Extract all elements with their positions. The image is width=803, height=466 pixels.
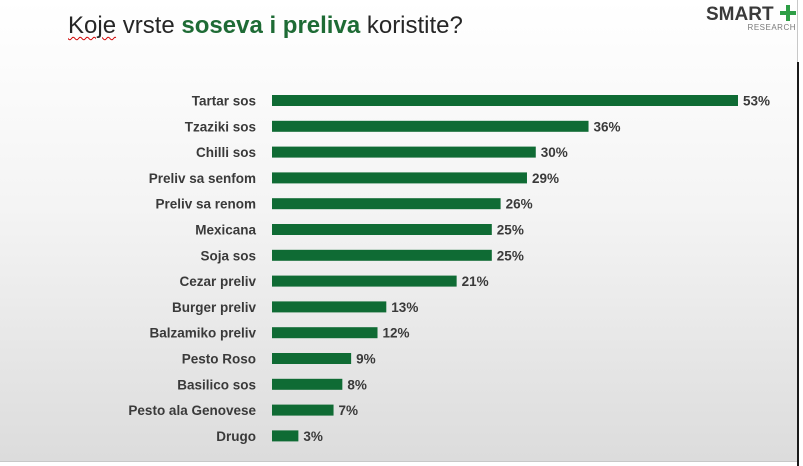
value-label-tartar-sos: 53%	[743, 94, 770, 109]
value-label-mexicana: 25%	[497, 223, 524, 238]
category-label-basilico-sos: Basilico sos	[177, 377, 256, 392]
value-label-preliv-sa-senfom: 29%	[532, 171, 559, 186]
title-word-vrste: vrste	[116, 12, 182, 39]
slide-edge-line	[797, 62, 799, 466]
category-label-tzaziki-sos: Tzaziki sos	[185, 119, 256, 134]
value-label-pesto-roso: 9%	[356, 352, 376, 367]
category-label-preliv-sa-senfom: Preliv sa senfom	[149, 171, 256, 186]
bar-drugo	[272, 430, 299, 442]
category-label-balzamiko-preliv: Balzamiko preliv	[149, 326, 256, 341]
value-label-chilli-sos: 30%	[541, 145, 568, 160]
title-word-koje: Koje	[68, 12, 117, 39]
bar-pesto-ala-genovese	[272, 404, 334, 416]
value-label-basilico-sos: 8%	[347, 377, 367, 392]
smart-research-logo: SMART RESEARCH	[706, 4, 796, 40]
category-label-pesto-roso: Pesto Roso	[182, 352, 256, 367]
bar-chilli-sos	[272, 146, 536, 158]
chart-title: Koje vrste soseva i preliva koristite?	[68, 12, 463, 40]
bar-tzaziki-sos	[272, 120, 589, 132]
bar-basilico-sos	[272, 378, 343, 390]
category-label-mexicana: Mexicana	[195, 223, 256, 238]
bar-mexicana	[272, 224, 492, 235]
value-label-pesto-ala-genovese: 7%	[339, 403, 359, 418]
bar-burger-preliv	[272, 301, 387, 313]
category-label-pesto-ala-genovese: Pesto ala Genovese	[128, 403, 256, 418]
bar-tartar-sos	[272, 95, 738, 106]
value-label-drugo: 3%	[303, 429, 323, 444]
value-label-soja-sos: 25%	[497, 248, 524, 263]
category-label-chilli-sos: Chilli sos	[196, 145, 256, 160]
category-label-burger-preliv: Burger preliv	[172, 300, 257, 315]
value-label-cezar-preliv: 21%	[462, 274, 489, 289]
category-label-drugo: Drugo	[216, 429, 256, 444]
category-label-preliv-sa-renom: Preliv sa renom	[155, 197, 256, 212]
bar-pesto-roso	[272, 353, 352, 364]
title-word-koristite: koristite?	[360, 12, 463, 39]
bar-preliv-sa-renom	[272, 198, 501, 210]
category-label-cezar-preliv: Cezar preliv	[179, 274, 256, 289]
title-highlight: soseva i preliva	[181, 12, 361, 39]
bar-preliv-sa-senfom	[272, 172, 527, 184]
logo-text-smart: SMART	[706, 4, 774, 25]
plus-icon	[780, 5, 796, 21]
logo-text-research: RESEARCH	[747, 23, 796, 32]
value-label-preliv-sa-renom: 26%	[506, 197, 533, 212]
value-label-burger-preliv: 13%	[391, 300, 418, 315]
category-label-soja-sos: Soja sos	[200, 248, 256, 263]
bar-soja-sos	[272, 249, 492, 261]
value-label-tzaziki-sos: 36%	[594, 119, 621, 134]
bar-cezar-preliv	[272, 275, 457, 287]
value-label-balzamiko-preliv: 12%	[383, 326, 410, 341]
bar-balzamiko-preliv	[272, 327, 378, 339]
category-label-tartar-sos: Tartar sos	[192, 94, 256, 109]
